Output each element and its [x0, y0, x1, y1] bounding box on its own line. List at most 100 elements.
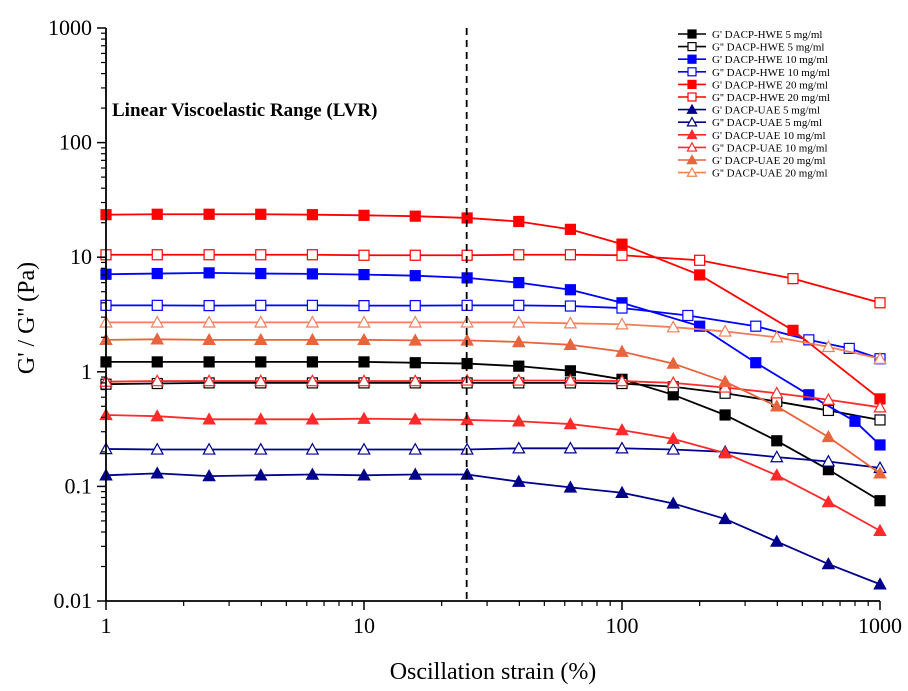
- data-point: [718, 446, 732, 459]
- data-point: [512, 373, 526, 386]
- series-line: [105, 472, 881, 586]
- data-point: [750, 357, 762, 369]
- data-point: [563, 417, 578, 430]
- data-point: [718, 380, 732, 393]
- series-line: [105, 379, 881, 409]
- data-point: [151, 299, 163, 311]
- data-point: [750, 320, 762, 332]
- y-tick-label: 10: [70, 244, 92, 269]
- data-point: [615, 344, 629, 357]
- data-point: [357, 374, 371, 387]
- data-point: [874, 495, 886, 507]
- data-point: [718, 324, 732, 337]
- legend-label: G' DACP-HWE 5 mg/ml: [712, 29, 822, 41]
- data-point: [874, 414, 886, 426]
- series-10: [99, 373, 887, 413]
- data-point: [255, 299, 267, 311]
- data-point: [202, 332, 216, 346]
- series-7: [99, 466, 887, 590]
- data-point: [787, 324, 799, 336]
- data-point: [358, 356, 370, 368]
- legend-entry-6: G'' DACP-HWE 20 mg/ml: [678, 92, 830, 104]
- data-point: [202, 412, 216, 425]
- legend-label: G'' DACP-UAE 5 mg/ml: [712, 117, 822, 129]
- legend-entry-9: G' DACP-UAE 10 mg/ml: [678, 128, 826, 142]
- data-point: [666, 320, 681, 333]
- legend-marker: [687, 41, 697, 52]
- legend-entry-11: G' DACP-UAE 20 mg/ml: [678, 154, 826, 167]
- data-point: [563, 373, 578, 386]
- data-point: [513, 360, 525, 372]
- data-point: [151, 249, 163, 261]
- data-point: [255, 356, 267, 368]
- data-point: [150, 442, 165, 455]
- data-point: [843, 342, 855, 355]
- data-point: [666, 356, 681, 369]
- series-line: [106, 321, 881, 360]
- data-point: [666, 496, 681, 509]
- legend-entry-10: G'' DACP-UAE 10 mg/ml: [678, 141, 828, 154]
- data-point: [254, 468, 268, 481]
- legend-entry-4: G'' DACP-HWE 10 mg/ml: [678, 67, 830, 79]
- data-point: [254, 315, 268, 328]
- data-point: [563, 480, 578, 493]
- legend-entry-1: G' DACP-HWE 5 mg/ml: [678, 29, 822, 41]
- data-point: [358, 300, 370, 312]
- data-point: [409, 357, 421, 369]
- legend-entry-2: G'' DACP-HWE 5 mg/ml: [678, 42, 824, 54]
- legend-label: G' DACP-UAE 20 mg/ml: [712, 155, 826, 167]
- data-point: [358, 249, 370, 261]
- data-point: [512, 315, 526, 328]
- data-point: [615, 374, 629, 387]
- data-point: [874, 439, 886, 451]
- legend-marker: [687, 54, 697, 64]
- data-point: [150, 466, 165, 479]
- data-point: [821, 339, 836, 353]
- series-line: [106, 361, 881, 502]
- y-axis-title: G' / G'' (Pa): [14, 262, 40, 374]
- data-point: [151, 208, 163, 220]
- data-point: [564, 284, 577, 296]
- data-point: [718, 374, 732, 387]
- data-point: [409, 300, 421, 312]
- data-point: [770, 450, 784, 463]
- legend-entry-12: G'' DACP-UAE 20 mg/ml: [678, 166, 828, 180]
- data-point: [615, 423, 629, 436]
- legend-label: G'' DACP-HWE 20 mg/ml: [712, 92, 830, 104]
- legend-marker: [686, 128, 698, 140]
- data-point: [873, 577, 887, 590]
- y-tick-label: 0.01: [54, 588, 93, 613]
- series-line: [105, 414, 881, 532]
- data-point: [150, 409, 165, 422]
- y-tick-label: 100: [59, 130, 92, 155]
- data-point: [873, 466, 887, 479]
- data-point: [409, 210, 421, 222]
- series-4: [100, 299, 886, 365]
- legend-marker: [686, 166, 698, 177]
- data-point: [306, 299, 319, 311]
- data-point: [615, 317, 629, 330]
- data-point: [564, 223, 577, 235]
- legend-entry-8: G'' DACP-UAE 5 mg/ml: [678, 116, 822, 129]
- y-tick-label: 1000: [48, 15, 92, 40]
- data-point: [873, 523, 887, 536]
- legend-marker: [686, 154, 698, 165]
- data-point: [873, 351, 887, 364]
- legend-label: G' DACP-HWE 20 mg/ml: [712, 79, 828, 91]
- data-point: [408, 412, 423, 425]
- data-point: [563, 441, 578, 454]
- data-point: [718, 511, 732, 525]
- data-point: [408, 333, 423, 346]
- data-point: [151, 356, 163, 368]
- data-point: [305, 467, 320, 480]
- data-point: [408, 374, 423, 387]
- data-point: [357, 468, 371, 481]
- data-point: [770, 386, 784, 399]
- data-point: [357, 411, 371, 424]
- data-point: [512, 474, 526, 487]
- data-point: [203, 356, 215, 368]
- series-line: [106, 253, 881, 304]
- data-point: [305, 332, 320, 346]
- data-point: [694, 269, 706, 281]
